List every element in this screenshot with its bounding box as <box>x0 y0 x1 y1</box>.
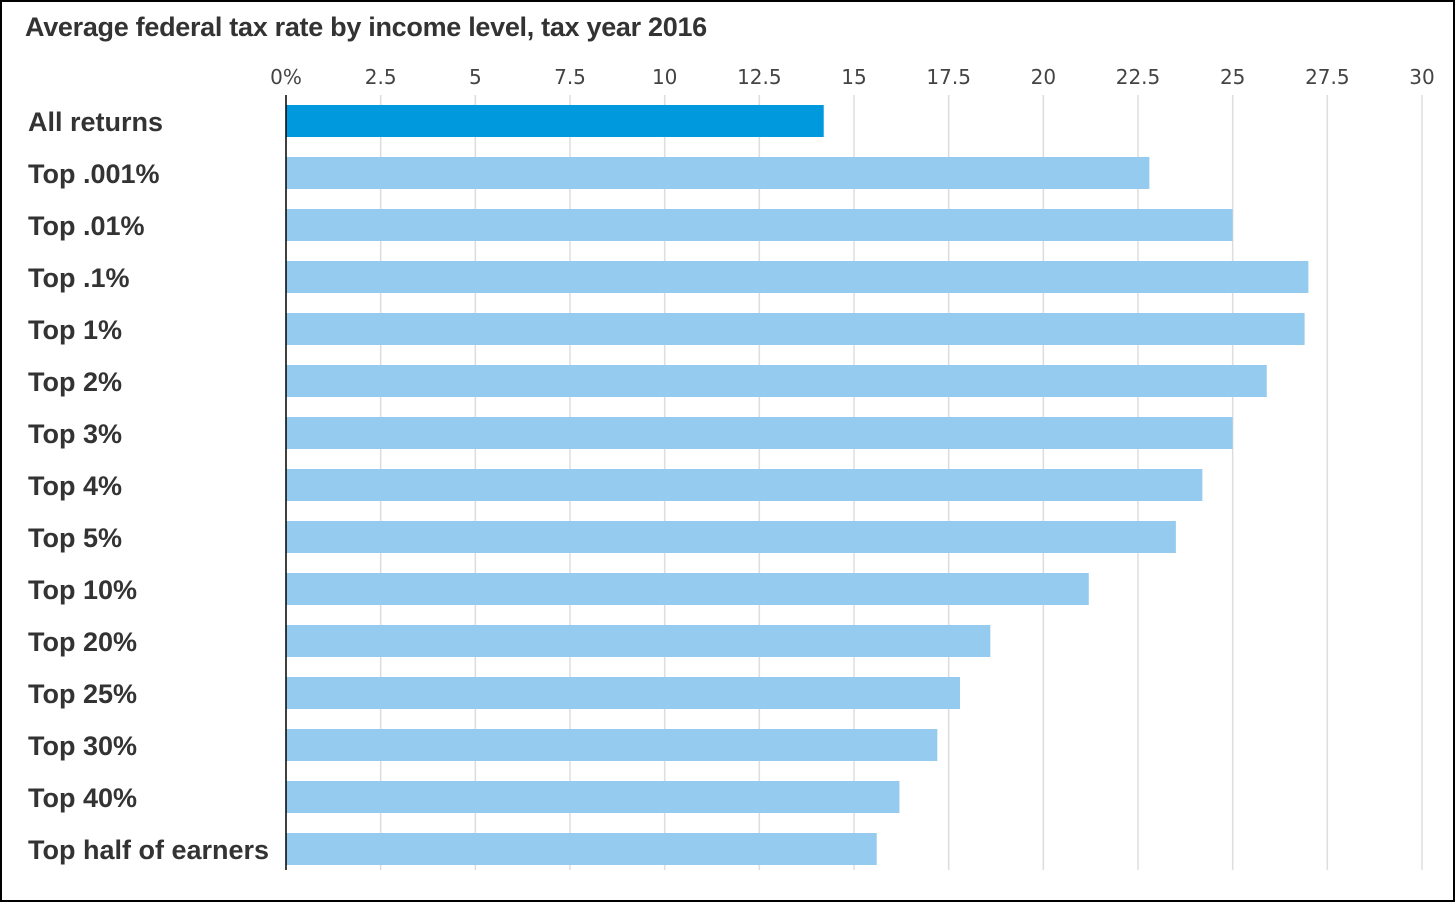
x-tick-label: 12.5 <box>737 65 782 89</box>
category-label: Top 10% <box>28 575 137 605</box>
category-label: Top 3% <box>28 419 122 449</box>
bar <box>286 313 1305 345</box>
x-tick-label: 22.5 <box>1116 65 1161 89</box>
bar <box>286 781 900 813</box>
x-tick-label: 17.5 <box>926 65 971 89</box>
bar <box>286 833 877 865</box>
bar <box>286 573 1089 605</box>
bar <box>286 209 1233 241</box>
category-label: Top half of earners <box>28 835 269 865</box>
x-tick-label: 5 <box>469 65 482 89</box>
x-tick-label: 30 <box>1409 65 1434 89</box>
bar <box>286 261 1309 293</box>
x-tick-label: 20 <box>1031 65 1056 89</box>
category-label: Top .01% <box>28 211 145 241</box>
category-label: Top 30% <box>28 731 137 761</box>
x-tick-label: 25 <box>1220 65 1245 89</box>
category-label: Top 25% <box>28 679 137 709</box>
x-tick-label: 0% <box>270 65 302 89</box>
bar <box>286 729 938 761</box>
bar <box>286 365 1267 397</box>
x-tick-label: 15 <box>841 65 866 89</box>
bar <box>286 469 1203 501</box>
bar <box>286 157 1150 189</box>
category-label: Top 2% <box>28 367 122 397</box>
bar <box>286 625 991 657</box>
category-label: Top 40% <box>28 783 137 813</box>
x-tick-label: 27.5 <box>1305 65 1350 89</box>
category-label: Top 1% <box>28 315 122 345</box>
x-tick-label: 2.5 <box>365 65 397 89</box>
category-label: Top 20% <box>28 627 137 657</box>
category-label: Top .001% <box>28 159 160 189</box>
chart-title: Average federal tax rate by income level… <box>25 12 707 42</box>
bar <box>286 677 961 709</box>
bar <box>286 521 1176 553</box>
category-label: Top 5% <box>28 523 122 553</box>
x-tick-label: 7.5 <box>554 65 586 89</box>
category-label: Top 4% <box>28 471 122 501</box>
category-label: All returns <box>28 107 163 137</box>
bar <box>286 417 1233 449</box>
category-label: Top .1% <box>28 263 130 293</box>
x-tick-label: 10 <box>652 65 677 89</box>
bar <box>286 105 824 137</box>
